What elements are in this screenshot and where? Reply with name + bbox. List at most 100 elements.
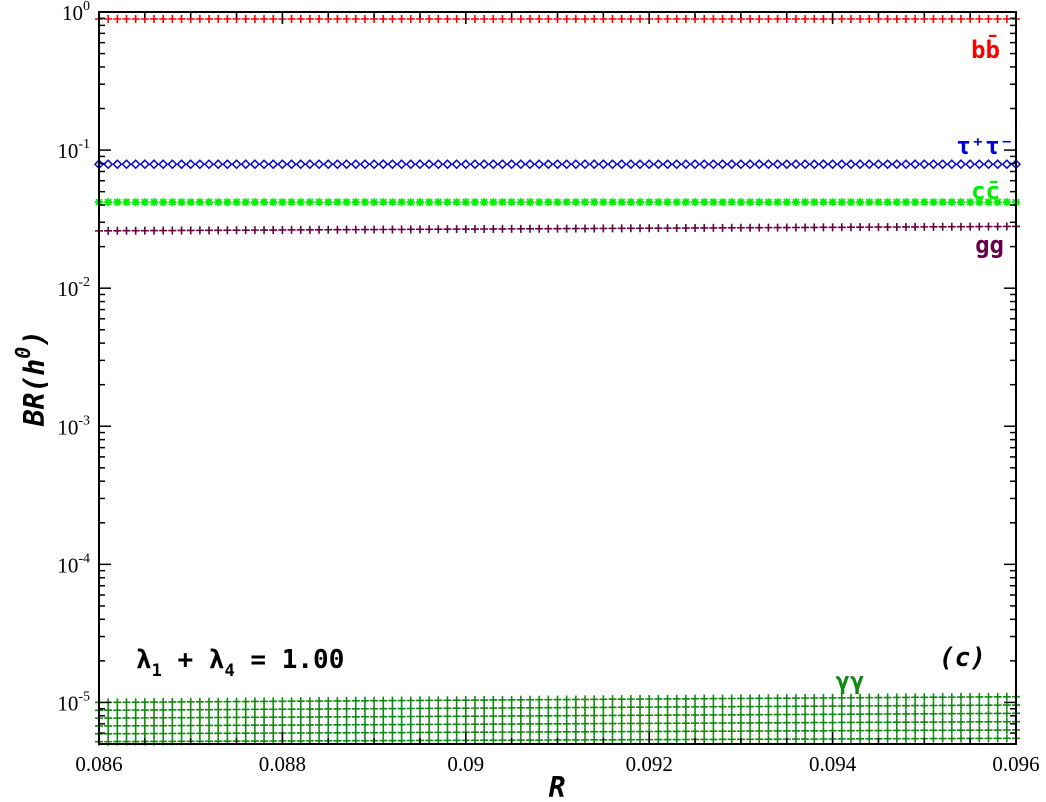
point-gammagamma [507, 703, 516, 712]
point-gammagamma [590, 703, 599, 712]
point-series-3 [828, 223, 837, 232]
point-gammagamma [305, 705, 314, 714]
point-gammagamma [305, 720, 314, 729]
point-series-3 [544, 224, 553, 233]
point-gammagamma [810, 735, 819, 744]
point-gammagamma [397, 712, 406, 721]
point-cc [874, 198, 883, 207]
point-gammagamma [938, 726, 947, 735]
point-gammagamma [966, 717, 975, 726]
point-series-0 [159, 14, 168, 23]
point-gammagamma [571, 703, 580, 712]
point-series-0 [755, 14, 764, 23]
point-cc [920, 198, 929, 207]
point-series-3 [791, 223, 800, 232]
point-gammagamma [810, 693, 819, 702]
point-cc [406, 198, 415, 207]
point-gammagamma [984, 709, 993, 718]
point-gammagamma [260, 705, 269, 714]
point-gammagamma [626, 695, 635, 704]
point-gammagamma [443, 720, 452, 729]
point-gammagamma [562, 695, 571, 704]
point-gammagamma [718, 694, 727, 703]
point-gammagamma [260, 713, 269, 722]
point-gammagamma [672, 719, 681, 728]
point-gammagamma [177, 729, 186, 738]
point-cc [544, 198, 553, 207]
point-gammagamma [718, 710, 727, 719]
point-gammagamma [525, 695, 534, 704]
point-tautau [304, 159, 315, 170]
point-gammagamma [617, 703, 626, 712]
point-series-0 [562, 14, 571, 23]
point-series-0 [718, 14, 727, 23]
point-gammagamma [892, 718, 901, 727]
point-gammagamma [681, 694, 690, 703]
point-gammagamma [397, 704, 406, 713]
point-gammagamma [810, 710, 819, 719]
point-gammagamma [498, 728, 507, 737]
point-gammagamma [480, 728, 489, 737]
point-gammagamma [938, 693, 947, 702]
point-cc [975, 198, 984, 207]
point-cc [892, 198, 901, 207]
point-gammagamma [956, 734, 965, 743]
point-gammagamma [773, 710, 782, 719]
point-gammagamma [150, 698, 159, 707]
point-tautau [433, 159, 444, 170]
point-gammagamma [938, 718, 947, 727]
point-series-3 [1002, 222, 1011, 231]
point-tautau [873, 159, 884, 170]
point-gammagamma [214, 697, 223, 706]
point-gammagamma [599, 703, 608, 712]
point-gammagamma [966, 709, 975, 718]
point-series-0 [425, 14, 434, 23]
point-tautau [341, 159, 352, 170]
point-tautau [543, 159, 554, 170]
point-cc [645, 198, 654, 207]
point-gammagamma [489, 720, 498, 729]
point-gammagamma [617, 711, 626, 720]
point-gammagamma [911, 718, 920, 727]
point-gammagamma [397, 720, 406, 729]
point-gammagamma [406, 704, 415, 713]
point-gammagamma [480, 712, 489, 721]
point-gammagamma [168, 721, 177, 730]
point-gammagamma [113, 714, 122, 723]
point-tautau [818, 159, 829, 170]
point-gammagamma [727, 694, 736, 703]
point-series-3 [296, 225, 305, 234]
point-series-0 [333, 14, 342, 23]
point-gammagamma [351, 704, 360, 713]
point-gammagamma [791, 735, 800, 744]
point-series-0 [617, 14, 626, 23]
point-gammagamma [562, 727, 571, 736]
point-gammagamma [590, 727, 599, 736]
point-series-3 [626, 224, 635, 233]
point-tautau [726, 159, 737, 170]
point-series-0 [681, 14, 690, 23]
point-gammagamma [131, 713, 140, 722]
point-tautau [130, 159, 141, 170]
point-series-0 [865, 14, 874, 23]
point-gammagamma [113, 729, 122, 738]
point-cc [571, 198, 580, 207]
point-gammagamma [663, 735, 672, 744]
point-gammagamma [590, 711, 599, 720]
point-gammagamma [865, 710, 874, 719]
point-gammagamma [883, 693, 892, 702]
point-tautau [350, 159, 361, 170]
point-cc [626, 198, 635, 207]
point-gammagamma [452, 704, 461, 713]
point-tautau [836, 159, 847, 170]
point-gammagamma [324, 704, 333, 713]
point-series-3 [333, 225, 342, 234]
point-gammagamma [195, 721, 204, 730]
point-series-3 [608, 224, 617, 233]
point-gammagamma [168, 705, 177, 714]
point-series-0 [883, 14, 892, 23]
point-gammagamma [654, 719, 663, 728]
point-tautau [900, 159, 912, 170]
point-gammagamma [287, 721, 296, 730]
point-gammagamma [856, 701, 865, 710]
